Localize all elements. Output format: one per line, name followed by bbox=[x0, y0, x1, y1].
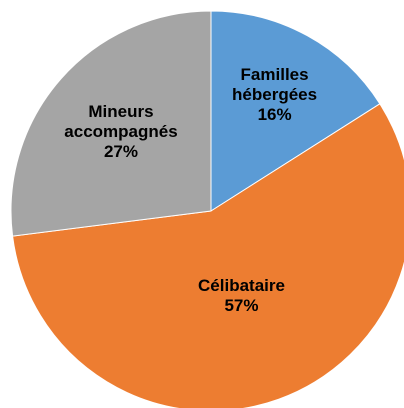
category-label: Célibataire bbox=[198, 275, 285, 295]
pie-slice bbox=[210, 10, 381, 212]
slice-label: Célibataire 57% bbox=[176, 276, 306, 316]
value-label: 16% bbox=[257, 105, 292, 125]
slice-label: Familles hébergées 16% bbox=[210, 65, 340, 125]
value-label: 27% bbox=[103, 141, 138, 161]
pie-slice bbox=[10, 10, 212, 237]
slice-label: Mineurs accompagnés 27% bbox=[56, 102, 186, 162]
category-label: Mineurs accompagnés bbox=[64, 101, 178, 141]
value-label: 57% bbox=[224, 295, 259, 315]
category-label: Familles hébergées bbox=[232, 65, 318, 105]
pie-slice bbox=[12, 103, 404, 408]
